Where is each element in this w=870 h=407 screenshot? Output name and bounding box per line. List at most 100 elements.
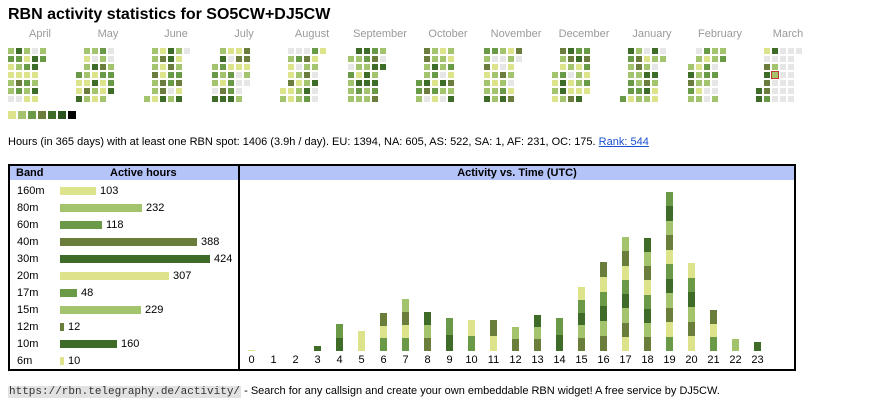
heatmap-day (372, 64, 378, 70)
heatmap-day (484, 80, 490, 86)
heatmap-day (484, 72, 490, 78)
heatmap-day (84, 56, 90, 62)
heatmap-day (696, 48, 702, 54)
heatmap-day (712, 80, 718, 86)
heatmap-day (432, 96, 438, 102)
heatmap-day (560, 64, 566, 70)
hour-bar-segment (600, 262, 607, 277)
heatmap-day (712, 64, 718, 70)
heatmap-day (484, 96, 490, 102)
footer-url[interactable]: https://rbn.telegraphy.de/activity/ (8, 386, 242, 398)
band-name: 40m (17, 236, 39, 248)
hour-tick-label: 15 (575, 354, 588, 366)
hour-bar-segment (666, 307, 673, 323)
band-hours-bar (60, 272, 169, 280)
heatmap-day (220, 80, 226, 86)
heatmap-day (432, 48, 438, 54)
band-row: 20m 307 (10, 268, 238, 285)
heatmap-day (176, 56, 182, 62)
heatmap-day (228, 56, 234, 62)
hour-bar-segment (688, 336, 695, 351)
heatmap-day (304, 88, 310, 94)
heatmap-day (584, 88, 590, 94)
heatmap-day (176, 96, 182, 102)
hour-tick-label: 0 (248, 354, 255, 366)
heatmap-day (100, 64, 106, 70)
hour-bar-segment (688, 263, 695, 278)
heatmap-day (644, 48, 650, 54)
heatmap-day (280, 88, 286, 94)
heatmap-day (704, 72, 710, 78)
hour-bar-segment (666, 192, 673, 207)
heatmap-day (500, 48, 506, 54)
month-label: September (353, 28, 407, 40)
heatmap-day (8, 48, 14, 54)
hour-bar-segment (402, 299, 409, 312)
band-row: 60m 118 (10, 217, 238, 234)
heatmap-day (288, 80, 294, 86)
month-label: October (428, 28, 468, 40)
hour-bar-segment (644, 280, 651, 295)
heatmap-day (432, 72, 438, 78)
hour-tick-label: 18 (641, 354, 654, 366)
heatmap-day (32, 72, 38, 78)
band-hours-value: 424 (214, 253, 233, 265)
hour-bar-segment (556, 334, 563, 351)
heatmap-day (652, 72, 658, 78)
heatmap-day (644, 80, 650, 86)
heatmap-day (160, 48, 166, 54)
heatmap-day (780, 96, 786, 102)
heatmap-day (500, 72, 506, 78)
heatmap-day (108, 80, 114, 86)
hour-bar (534, 315, 541, 351)
heatmap-day (772, 48, 778, 54)
band-hours-bar (60, 221, 102, 229)
hour-bar-segment (666, 264, 673, 279)
heatmap-day (448, 88, 454, 94)
heatmap-day (84, 80, 90, 86)
heatmap-day (380, 56, 386, 62)
heatmap-day (780, 64, 786, 70)
heatmap-day (92, 96, 98, 102)
footer-text: - Search for any callsign and create you… (241, 385, 720, 397)
heatmap-day (584, 56, 590, 62)
heatmap-day (168, 72, 174, 78)
hour-bar-segment (336, 324, 343, 338)
heatmap-day (771, 71, 779, 79)
heatmap-day (24, 64, 30, 70)
heatmap-day (696, 88, 702, 94)
hour-bar (556, 318, 563, 351)
heatmap-day (416, 80, 422, 86)
heatmap-day (712, 88, 718, 94)
hour-bar-segment (578, 325, 585, 339)
heatmap-day (168, 56, 174, 62)
band-row: 15m 229 (10, 302, 238, 319)
heatmap-day (108, 56, 114, 62)
heatmap-day (764, 88, 770, 94)
heatmap-day (492, 56, 498, 62)
hour-bar-segment (622, 265, 629, 280)
band-name: 30m (17, 253, 39, 265)
heatmap-day (660, 48, 666, 54)
heatmap-day (92, 88, 98, 94)
heatmap-day (160, 96, 166, 102)
heatmap-day (288, 88, 294, 94)
activity-summary: Hours (in 365 days) with at least one RB… (8, 136, 649, 148)
hour-bar-segment (600, 321, 607, 337)
heatmap-day (160, 72, 166, 78)
heatmap-day (780, 72, 786, 78)
heatmap-day (500, 96, 506, 102)
heatmap-day (628, 48, 634, 54)
hour-bar-segment (424, 312, 431, 325)
heatmap-day (168, 88, 174, 94)
heatmap-day (32, 48, 38, 54)
band-row: 17m 48 (10, 285, 238, 302)
rank-link[interactable]: Rank: 544 (598, 136, 649, 148)
heatmap-day (288, 56, 294, 62)
heatmap-day (440, 72, 446, 78)
hour-tick-label: 1 (270, 354, 277, 366)
heatmap-day (788, 64, 794, 70)
heatmap-day (508, 64, 514, 70)
hour-bar-segment (600, 306, 607, 322)
band-hours-bar (60, 289, 77, 297)
